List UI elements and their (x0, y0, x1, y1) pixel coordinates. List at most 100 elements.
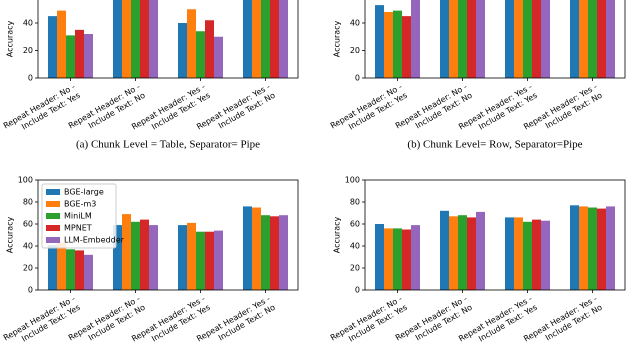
bar (196, 31, 205, 78)
bar (252, 0, 261, 78)
bar (243, 0, 252, 78)
bar (505, 217, 514, 290)
y-tick-label: 80 (23, 198, 33, 207)
bar (84, 254, 93, 290)
bar (570, 0, 579, 78)
bar (402, 229, 411, 290)
caption: (b) Chunk Level= Row, Separator=Pipe (407, 139, 582, 151)
axes-frame (364, 0, 626, 79)
x-tick-label-group: Repeat Header: Yes -Include Text: No (195, 82, 277, 131)
y-tick-label: 20 (23, 46, 33, 55)
bar (570, 205, 579, 290)
bar (57, 10, 66, 78)
bar (597, 0, 606, 78)
legend-label: MPNET (64, 224, 92, 233)
bar (476, 0, 485, 78)
bar (140, 219, 149, 290)
legend-swatch (46, 201, 60, 207)
bar (393, 10, 402, 78)
y-tick-label: 0 (355, 286, 360, 295)
bar (75, 250, 84, 290)
legend-label: MiniLM (64, 212, 92, 221)
y-axis-label: Accuracy (333, 20, 342, 57)
bar (205, 231, 214, 290)
legend-label: BGE-m3 (64, 200, 96, 209)
bar (523, 0, 532, 78)
bar (579, 206, 588, 290)
bar (187, 9, 196, 78)
x-tick-label-group: Repeat Header: Yes -Include Text: No (522, 82, 604, 131)
bar (187, 222, 196, 290)
legend-swatch (46, 189, 60, 195)
x-tick-label-group: Repeat Header: No -Include Text: Yes (2, 82, 82, 132)
bar (411, 225, 420, 290)
legend-label: LLM-Embedder (64, 236, 125, 245)
bar (411, 0, 420, 78)
bar (375, 224, 384, 290)
bar (252, 207, 261, 290)
x-tick-label-group: Repeat Header: No -Include Text: Yes (2, 294, 82, 344)
bar (205, 20, 214, 78)
bar (48, 16, 57, 78)
bar (214, 230, 223, 290)
y-tick-label: 60 (350, 220, 360, 229)
bar (514, 217, 523, 290)
y-tick-label: 100 (345, 176, 360, 185)
bar (458, 215, 467, 290)
bar (214, 36, 223, 78)
bar (122, 214, 131, 290)
bar (532, 0, 541, 78)
bar (122, 0, 131, 78)
x-tick-label-group: Repeat Header: No -Include Text: Yes (329, 294, 409, 344)
y-axis-label: Accuracy (333, 216, 342, 253)
y-tick-label: 0 (355, 74, 360, 83)
y-tick-label: 100 (18, 176, 33, 185)
bar (384, 12, 393, 78)
bar (131, 221, 140, 290)
bar (606, 206, 615, 290)
bar (505, 0, 514, 78)
legend-label: BGE-large (64, 188, 104, 197)
bar (375, 5, 384, 78)
bar (606, 0, 615, 78)
bar (467, 217, 476, 290)
bar (597, 208, 606, 290)
bar (113, 0, 122, 78)
legend-swatch (46, 237, 60, 243)
y-tick-label: 20 (350, 46, 360, 55)
bar (149, 0, 158, 78)
bar (178, 23, 187, 78)
x-tick-label-group: Repeat Header: Yes -Include Text: No (195, 294, 277, 343)
bar (57, 242, 66, 290)
bar (196, 231, 205, 290)
y-tick-label: 40 (350, 242, 360, 251)
y-tick-label: 20 (23, 264, 33, 273)
bar (476, 211, 485, 290)
bar (243, 206, 252, 290)
bar (458, 0, 467, 78)
x-tick-label-group: Repeat Header: Yes -Include Text: No (522, 294, 604, 343)
bar (541, 220, 550, 290)
y-axis-label: Accuracy (6, 20, 15, 57)
bar (270, 0, 279, 78)
bar (532, 219, 541, 290)
bar (261, 0, 270, 78)
y-tick-label: 60 (23, 220, 33, 229)
bar (75, 29, 84, 78)
axes-frame (364, 179, 626, 291)
bar (440, 0, 449, 78)
caption: (a) Chunk Level = Table, Separator= Pipe (76, 139, 260, 151)
y-tick-label: 80 (350, 198, 360, 207)
bar (140, 0, 149, 78)
y-axis-label: Accuracy (6, 216, 15, 253)
bar (48, 244, 57, 290)
bar (279, 215, 288, 290)
axes-frame (37, 179, 299, 291)
bar (270, 216, 279, 290)
legend-box (41, 183, 117, 249)
y-tick-label: 40 (23, 242, 33, 251)
bar (279, 0, 288, 78)
bar (449, 0, 458, 78)
bar (588, 207, 597, 290)
